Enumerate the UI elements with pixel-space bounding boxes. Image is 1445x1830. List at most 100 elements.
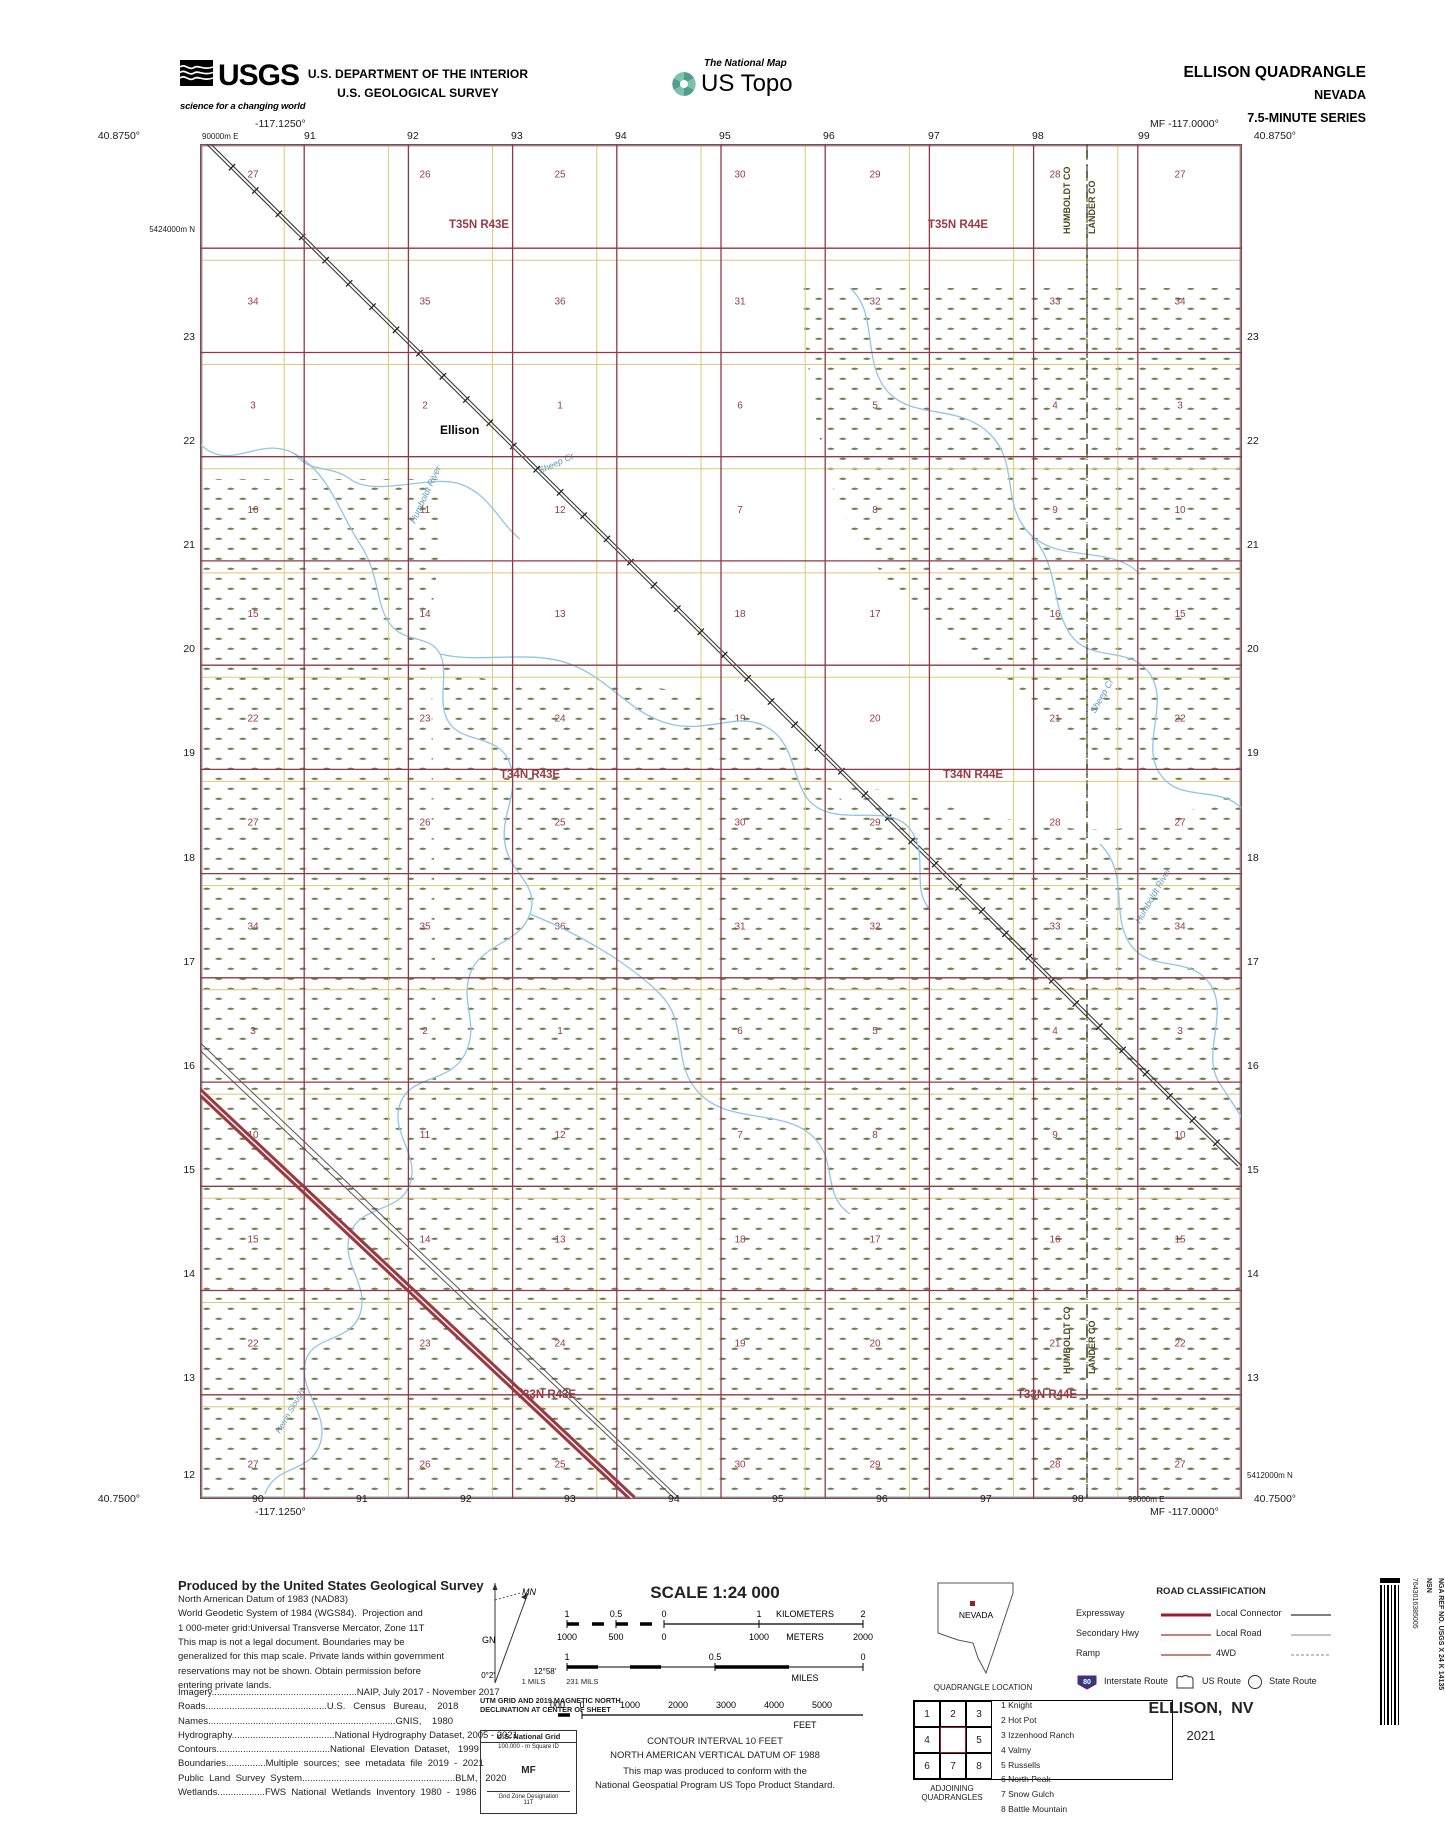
svg-text:29: 29 [869,818,881,829]
svg-text:28: 28 [1049,818,1061,829]
svg-text:19: 19 [183,747,195,759]
svg-text:3: 3 [250,1026,256,1037]
svg-text:15: 15 [1247,1164,1259,1176]
svg-text:20: 20 [1247,643,1259,655]
svg-text:7: 7 [737,505,743,516]
svg-text:96: 96 [823,130,835,142]
svg-text:13: 13 [554,609,566,620]
svg-text:29: 29 [869,1460,881,1471]
svg-text:26: 26 [419,169,431,180]
svg-text:18: 18 [1247,852,1259,864]
svg-text:24: 24 [554,713,566,724]
svg-text:99: 99 [1138,130,1150,142]
svg-text:9: 9 [1052,505,1058,516]
svg-text:14: 14 [419,609,431,620]
svg-text:21: 21 [1049,1339,1061,1350]
svg-text:12: 12 [554,505,566,516]
svg-text:34: 34 [1174,296,1186,307]
svg-text:17: 17 [183,956,195,968]
svg-text:23: 23 [183,331,195,343]
svg-text:METERS: METERS [786,1632,824,1642]
svg-text:27: 27 [1174,818,1186,829]
svg-text:15: 15 [247,609,259,620]
svg-text:14: 14 [1247,1268,1259,1280]
svg-text:0: 0 [661,1609,666,1619]
svg-text:17: 17 [869,1234,881,1245]
svg-text:LANDER CO: LANDER CO [1087,181,1097,235]
svg-text:35: 35 [419,922,431,933]
svg-text:2: 2 [422,1026,428,1037]
svg-text:MF -117.0000°: MF -117.0000° [1150,1506,1219,1518]
svg-text:5: 5 [872,1026,878,1037]
svg-text:28: 28 [1049,169,1061,180]
svg-text:2000: 2000 [668,1700,688,1710]
svg-text:Ellison: Ellison [440,423,479,437]
svg-text:NEVADA: NEVADA [959,1610,994,1620]
svg-text:34: 34 [1174,922,1186,933]
svg-text:16: 16 [1049,1234,1061,1245]
svg-text:10: 10 [1174,505,1186,516]
svg-text:30: 30 [734,169,746,180]
svg-text:94: 94 [615,130,627,142]
svg-text:18: 18 [734,609,746,620]
svg-text:27: 27 [1174,169,1186,180]
svg-text:1000: 1000 [557,1632,577,1642]
svg-text:27: 27 [247,818,259,829]
svg-text:14: 14 [419,1234,431,1245]
svg-text:16: 16 [183,1060,195,1072]
svg-text:25: 25 [554,818,566,829]
svg-text:19: 19 [1247,747,1259,759]
svg-text:MILES: MILES [791,1673,818,1683]
svg-text:13: 13 [183,1372,195,1384]
svg-text:1000: 1000 [620,1700,640,1710]
svg-text:20: 20 [869,713,881,724]
svg-text:MN: MN [522,1587,536,1597]
svg-text:0.5: 0.5 [610,1609,623,1619]
svg-text:1000: 1000 [550,1700,565,1710]
svg-text:17: 17 [1247,956,1259,968]
svg-text:21: 21 [1247,539,1259,551]
svg-text:1: 1 [564,1609,569,1619]
svg-text:15: 15 [247,1234,259,1245]
svg-text:92: 92 [407,130,419,142]
svg-text:500: 500 [608,1632,623,1642]
svg-text:T35N R43E: T35N R43E [449,219,509,231]
svg-text:40.7500°: 40.7500° [98,1493,140,1505]
svg-text:28: 28 [1049,1460,1061,1471]
svg-text:95: 95 [719,130,731,142]
svg-text:4000: 4000 [764,1700,784,1710]
svg-text:24: 24 [554,1339,566,1350]
svg-text:40.7500°: 40.7500° [1254,1493,1296,1505]
svg-text:23: 23 [419,1339,431,1350]
svg-text:22: 22 [1174,713,1186,724]
svg-text:98: 98 [1032,130,1044,142]
svg-text:40.8750°: 40.8750° [98,130,140,142]
svg-text:22: 22 [1174,1339,1186,1350]
svg-text:5: 5 [872,401,878,412]
svg-text:13: 13 [1247,1372,1259,1384]
svg-text:90000m E: 90000m E [202,132,238,141]
svg-text:5412000m N: 5412000m N [1247,1471,1293,1480]
svg-text:22: 22 [183,435,195,447]
svg-text:7: 7 [737,1130,743,1141]
svg-text:4: 4 [1052,401,1058,412]
svg-text:GN: GN [482,1635,496,1645]
svg-text:36: 36 [554,296,566,307]
svg-text:23: 23 [419,713,431,724]
svg-text:3: 3 [1177,1026,1183,1037]
svg-text:Sheep Cr: Sheep Cr [537,450,577,476]
svg-text:2: 2 [860,1609,865,1619]
svg-text:22: 22 [247,1339,259,1350]
svg-text:26: 26 [419,818,431,829]
svg-text:15: 15 [1174,609,1186,620]
svg-text:20: 20 [869,1339,881,1350]
svg-text:34: 34 [247,296,259,307]
svg-text:93: 93 [511,130,523,142]
svg-text:29: 29 [869,169,881,180]
svg-text:26: 26 [419,1460,431,1471]
svg-text:35: 35 [419,296,431,307]
svg-text:1: 1 [557,401,563,412]
svg-text:27: 27 [1174,1460,1186,1471]
svg-text:T34N R43E: T34N R43E [500,769,560,781]
svg-text:15: 15 [183,1164,195,1176]
